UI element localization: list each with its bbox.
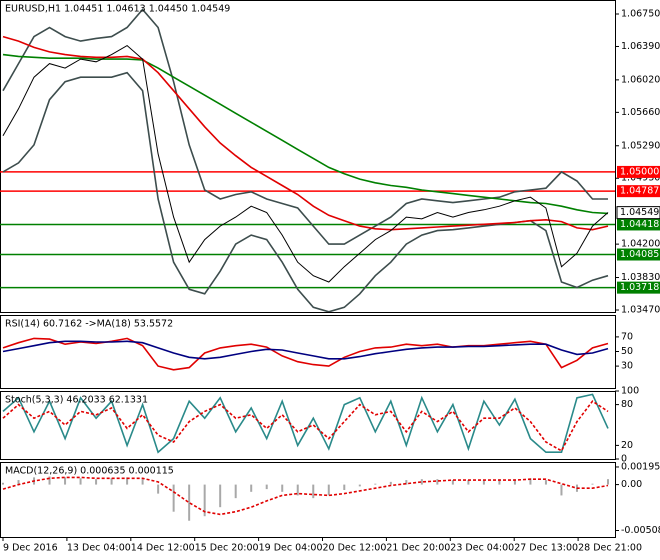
x-tick-label: 21 Dec 20:00: [386, 543, 450, 554]
series-line: [2, 340, 609, 360]
y-tick-label: 0.00: [621, 479, 642, 490]
plot: [2, 337, 609, 371]
level-label: 1.03718: [620, 282, 659, 293]
y-tick-label: -0.00508: [621, 525, 660, 536]
y-tick-label: 1.03830: [621, 272, 660, 283]
price-tag: [616, 206, 660, 220]
plot: [0, 8, 615, 312]
y-tick-label: 1.06390: [621, 41, 660, 52]
panel-frame: [0, 0, 616, 313]
y-tick-label: 100: [621, 386, 639, 397]
level-label: 1.04787: [620, 186, 659, 197]
level-tag: [617, 165, 660, 178]
y-tick-label: 1.04930: [621, 173, 660, 184]
level-tag: [617, 248, 660, 261]
panel-title: RSI(14) 60.7162 ->MA(18) 53.5572: [5, 319, 173, 330]
y-tick-label: 1.06020: [621, 74, 660, 85]
y-tick-label: 70: [621, 331, 633, 342]
x-tick-label: 14 Dec 12:00: [131, 543, 195, 554]
price-label: 1.04549: [620, 207, 659, 218]
y-tick-label: 0: [621, 454, 627, 465]
x-tick-label: 15 Dec 20:00: [195, 543, 259, 554]
y-tick-label: 1.05290: [621, 140, 660, 151]
x-tick-label: 13 Dec 04:00: [67, 543, 131, 554]
x-tick-label: 20 Dec 12:00: [323, 543, 387, 554]
level-label: 1.04085: [620, 249, 659, 260]
x-tick-label: 27 Dec 13:00: [514, 543, 578, 554]
series-line: [2, 393, 609, 454]
series-line: [2, 44, 609, 283]
y-tick-label: 50: [621, 346, 633, 357]
x-tick-label: 23 Dec 04:00: [450, 543, 514, 554]
series-line: [2, 476, 609, 516]
panel-title: Stoch(5,3,3) 46.2033 62.1331: [5, 395, 148, 406]
plot: [2, 393, 609, 454]
y-tick-label: 20: [621, 440, 633, 451]
y-tick-label: 0.00195: [621, 461, 660, 472]
plot: [2, 476, 609, 521]
level-label: 1.04418: [620, 219, 659, 230]
y-tick-label: 1.03470: [621, 305, 660, 316]
level-tag: [617, 185, 660, 198]
panel-frame: [0, 391, 616, 460]
series-line: [2, 8, 608, 245]
y-tick-label: 1.04200: [621, 239, 660, 250]
x-tick-label: 9 Dec 2016: [3, 543, 58, 554]
level-label: 1.05000: [620, 166, 659, 177]
x-tick-label: 28 Dec 21:00: [578, 543, 642, 554]
panel-title: EURUSD,H1 1.04451 1.04613 1.04450 1.0454…: [5, 4, 230, 15]
level-tag: [617, 281, 660, 294]
panel-frame: [0, 462, 616, 538]
x-tick-label: 19 Dec 04:00: [259, 543, 323, 554]
panel-title: MACD(12,26,9) 0.000635 0.000115: [5, 466, 174, 477]
level-tag: [617, 218, 660, 231]
series-line: [2, 35, 609, 231]
series-line: [2, 400, 609, 452]
y-tick-label: 1.05660: [621, 107, 660, 118]
y-tick-label: 80: [621, 399, 633, 410]
y-tick-label: 1.06750: [621, 8, 660, 19]
series-line: [2, 53, 609, 215]
y-tick-label: 30: [621, 361, 633, 372]
